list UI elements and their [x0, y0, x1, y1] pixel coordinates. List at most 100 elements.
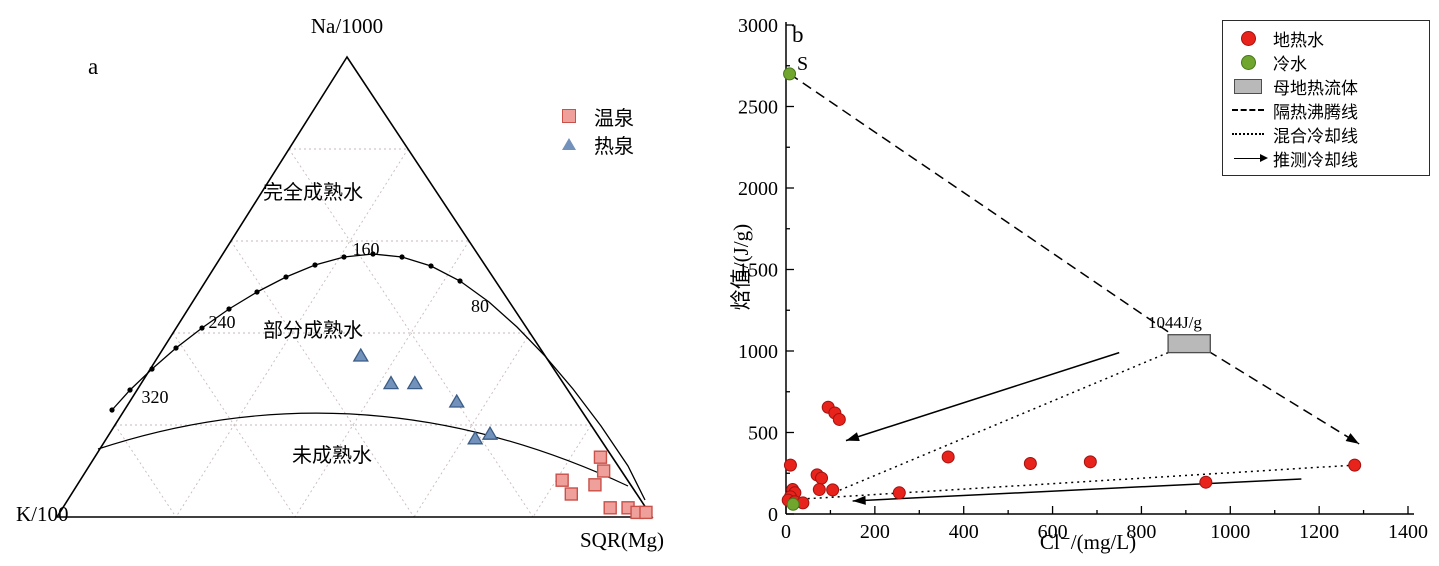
x-tick-label: 200	[860, 521, 890, 543]
isotherm-dot	[283, 274, 289, 280]
legend-marker-cell	[1231, 30, 1265, 46]
legend-label: 热泉	[594, 135, 634, 158]
circle-marker-icon	[1240, 54, 1256, 70]
y-axis-title: 焓值/(J/g)	[728, 223, 753, 311]
warm-spring-point	[555, 473, 569, 487]
hot-spring-point	[382, 375, 400, 390]
parent-fluid-box	[1167, 334, 1211, 354]
y-tick-label: 2000	[738, 178, 778, 200]
geothermal-point	[826, 483, 840, 497]
legend-label: 混合冷却线	[1273, 126, 1358, 146]
panel-b-label: b	[792, 22, 804, 47]
geothermal-point	[941, 450, 955, 464]
isotherm-dot	[127, 387, 133, 393]
x-axis-title: Cl⁻/(mg/L)	[1039, 530, 1137, 554]
arrowhead	[845, 432, 860, 442]
geothermal-point	[812, 483, 826, 497]
isotherm-dot	[399, 254, 405, 260]
cold-water-point	[786, 497, 800, 511]
dotted-line-marker-icon	[1232, 133, 1264, 135]
legend-marker-cell	[1231, 78, 1265, 94]
dashed-line-marker-icon	[1232, 109, 1264, 111]
region-label-partially-mature: 部分成熟水	[263, 320, 363, 342]
legend-item: 热泉	[552, 130, 634, 158]
legend-item: 地热水	[1231, 26, 1421, 50]
arrowhead	[1345, 433, 1360, 444]
region-label-fully-mature: 完全成熟水	[263, 182, 363, 204]
legend-item: 推测冷却线	[1231, 146, 1421, 170]
legend-b: 地热水 冷水 母地热流体 隔热沸腾线 混合冷却线 推测冷却线	[1222, 20, 1430, 176]
warm-spring-point	[596, 464, 611, 478]
legend-marker-cell	[1231, 153, 1268, 162]
isotherm-dot	[199, 325, 205, 331]
cold-water-point	[783, 67, 797, 81]
hot-spring-point	[481, 425, 499, 440]
grid-line	[413, 332, 531, 518]
legend-label: 地热水	[1273, 30, 1324, 50]
isotherm-dot	[109, 407, 115, 413]
scatter-panel: 0 200 400 600 800 1000 1200 1400 0 500 1000 1500 200…	[738, 15, 1428, 543]
legend-label: 冷水	[1273, 54, 1307, 74]
region-label-immature: 未成熟水	[292, 445, 372, 467]
geothermal-point	[832, 412, 846, 426]
warm-spring-point	[564, 487, 578, 501]
legend-marker-cell	[1231, 54, 1265, 70]
x-tick-label: 800	[1126, 521, 1156, 543]
geothermal-point	[783, 458, 797, 472]
x-tick-label: 0	[781, 521, 791, 543]
ternary-frame	[55, 55, 654, 518]
geothermal-point	[1023, 456, 1037, 470]
geothermal-point	[1083, 455, 1097, 469]
hot-spring-point	[352, 347, 369, 362]
grid-line	[294, 240, 470, 518]
grid-line	[172, 332, 296, 518]
warm-spring-point	[593, 450, 608, 464]
legend-marker-cell	[1231, 109, 1265, 111]
arrowhead	[852, 495, 866, 505]
y-tick-label: 3000	[738, 15, 778, 37]
square-marker-icon	[562, 109, 576, 123]
hot-spring-point	[467, 430, 484, 445]
x-tick-label: 1000	[1210, 521, 1250, 543]
rect-marker-icon	[1234, 78, 1262, 94]
ternary-panel	[55, 55, 654, 520]
isotherm-dot	[173, 345, 179, 351]
parent-fluid-annotation: 1044J/g	[1148, 313, 1202, 332]
isotherm-label-320: 320	[141, 387, 169, 407]
x-tick-label: 1400	[1388, 521, 1428, 543]
isotherm-dot	[226, 306, 232, 312]
isotherm-dot	[341, 254, 347, 260]
warm-spring-point	[639, 505, 653, 520]
ternary-right-vertex-label: SQR(Mg)	[580, 528, 665, 552]
geothermal-point	[1348, 458, 1362, 472]
legend-item: 冷水	[1231, 50, 1421, 74]
warm-spring-point	[603, 501, 617, 515]
trend-line-dashed	[1207, 350, 1360, 445]
legend-marker-cell	[1231, 133, 1265, 135]
y-tick-label: 2500	[738, 97, 778, 119]
hot-spring-point	[406, 375, 423, 390]
circle-marker-icon	[1240, 30, 1256, 46]
grid-line	[114, 424, 177, 518]
legend-item: 温泉	[552, 102, 634, 130]
geothermal-point	[1199, 475, 1213, 489]
immature-boundary-curve	[97, 412, 629, 487]
isotherm-label-160: 160	[352, 239, 380, 259]
trend-line-dotted	[839, 351, 1169, 492]
triangle-marker-icon	[562, 138, 576, 150]
cold-spring-annotation: S	[797, 53, 809, 75]
hot-spring-point	[448, 393, 465, 408]
grid-line	[288, 148, 534, 518]
panel-a-label: a	[88, 54, 99, 79]
x-tick-label: 1200	[1299, 521, 1339, 543]
isotherm-dot	[312, 262, 318, 268]
legend-marker-cell	[552, 109, 586, 123]
trend-line-solid	[852, 478, 1302, 502]
trend-line-dotted	[797, 464, 1355, 501]
legend-item: 混合冷却线	[1231, 122, 1421, 146]
ternary-left-vertex-label: K/100	[16, 502, 69, 526]
grid-line	[230, 240, 415, 518]
x-tick-label: 400	[949, 521, 979, 543]
